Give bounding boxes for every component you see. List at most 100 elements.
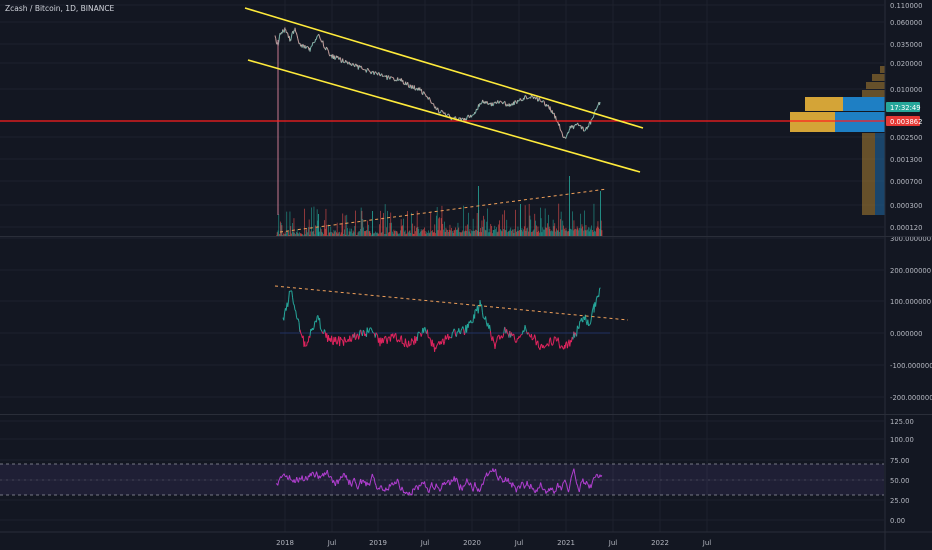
cci-line — [370, 328, 373, 331]
cci-line — [454, 329, 457, 336]
volume-bar — [548, 214, 549, 236]
price-candle — [377, 72, 379, 76]
volume-bar — [337, 233, 339, 236]
cci-line — [373, 332, 375, 334]
volume-bar — [480, 227, 481, 236]
volume-bar — [559, 231, 560, 236]
volume-profile-bar-up — [790, 112, 835, 132]
volume-bar — [432, 230, 433, 236]
cci-line — [312, 327, 315, 331]
cci-axis-label: 300.000000 — [890, 235, 931, 243]
price-candle — [486, 101, 489, 104]
volume-bar — [493, 229, 495, 236]
price-candle — [310, 45, 312, 48]
price-candle — [333, 55, 336, 60]
rsi-line — [454, 477, 457, 482]
rsi-line — [435, 483, 438, 487]
volume-bar — [436, 215, 437, 236]
rsi-line — [496, 474, 498, 478]
volume-bar — [388, 231, 390, 236]
volume-bar — [299, 232, 300, 236]
price-axis-label: 0.002500 — [890, 134, 922, 142]
volume-profile-bar-down — [843, 97, 885, 111]
volume-bar — [534, 213, 536, 236]
rsi-line — [484, 476, 487, 478]
time-axis-label: 2021 — [557, 539, 575, 547]
price-candle — [334, 58, 336, 60]
price-candle — [392, 77, 395, 81]
price-candle — [513, 100, 516, 105]
price-candle — [409, 84, 412, 87]
volume-bar — [517, 226, 519, 236]
price-candle — [389, 76, 392, 80]
price-candle — [541, 100, 544, 103]
volume-bar — [424, 230, 426, 236]
rsi-line — [433, 487, 436, 491]
cci-line — [578, 321, 581, 329]
time-axis[interactable]: 2018 Jul 2019 Jul 2020 Jul 2021 Jul 2022 Jul — [276, 539, 711, 547]
trendline-drawings[interactable] — [0, 7, 885, 233]
rsi-line — [489, 470, 492, 472]
volume-bar — [538, 230, 540, 236]
rsi-line — [286, 475, 289, 480]
price-candle — [433, 103, 435, 107]
rsi-line — [596, 474, 599, 478]
volume-bar — [340, 232, 342, 236]
volume-profile-bar — [862, 133, 875, 215]
price-candle — [386, 76, 389, 80]
volume-bar — [497, 231, 499, 236]
price-candle — [543, 100, 545, 102]
rsi-line — [474, 482, 477, 487]
rsi-line — [415, 485, 418, 488]
price-candle — [327, 49, 329, 52]
volume-bar — [326, 224, 328, 236]
cci-line — [350, 336, 353, 342]
pane-separator-2[interactable] — [0, 414, 932, 415]
cci-line — [519, 335, 522, 338]
rsi-line — [316, 471, 318, 476]
volume-bar — [498, 224, 500, 236]
cci-line — [527, 332, 530, 335]
price-candle — [470, 115, 473, 118]
price-candle — [428, 97, 431, 99]
price-candle — [595, 108, 598, 111]
volume-profile-bar-up — [805, 97, 843, 111]
volume-bar — [546, 227, 548, 236]
pane-separator-1[interactable] — [0, 236, 932, 237]
rsi-line — [555, 486, 558, 492]
volume-bar — [300, 233, 302, 236]
volume-bar — [389, 223, 391, 236]
rsi-line — [499, 475, 502, 479]
price-candle — [365, 69, 368, 73]
rsi-line — [558, 485, 560, 488]
volume-bar — [415, 231, 416, 236]
price-candle — [297, 38, 299, 42]
rsi-line — [351, 482, 353, 487]
price-candle — [546, 104, 549, 107]
volume-bar — [449, 224, 451, 236]
volume-bar — [452, 232, 454, 236]
price-tags: 17:32:49 0.003862 — [886, 102, 922, 126]
volume-bar — [578, 230, 580, 236]
price-candle — [590, 119, 592, 125]
volume-bar — [429, 232, 431, 236]
cci-line — [293, 305, 296, 310]
volume-bar — [553, 226, 555, 236]
volume-bar — [499, 220, 500, 236]
rsi-line — [307, 475, 309, 481]
volume-bar — [411, 212, 412, 236]
rsi-line — [369, 481, 371, 486]
volume-bar — [600, 220, 602, 236]
volume-bar — [300, 233, 301, 236]
cci-line — [370, 327, 372, 329]
rsi-line — [420, 482, 423, 486]
cci-line — [481, 312, 484, 318]
volume-bar — [393, 229, 395, 236]
rsi-line — [406, 491, 408, 494]
volume-bar — [355, 210, 356, 236]
volume-bar — [348, 231, 350, 236]
volume-bar — [508, 230, 510, 236]
volume-bar — [593, 203, 595, 236]
